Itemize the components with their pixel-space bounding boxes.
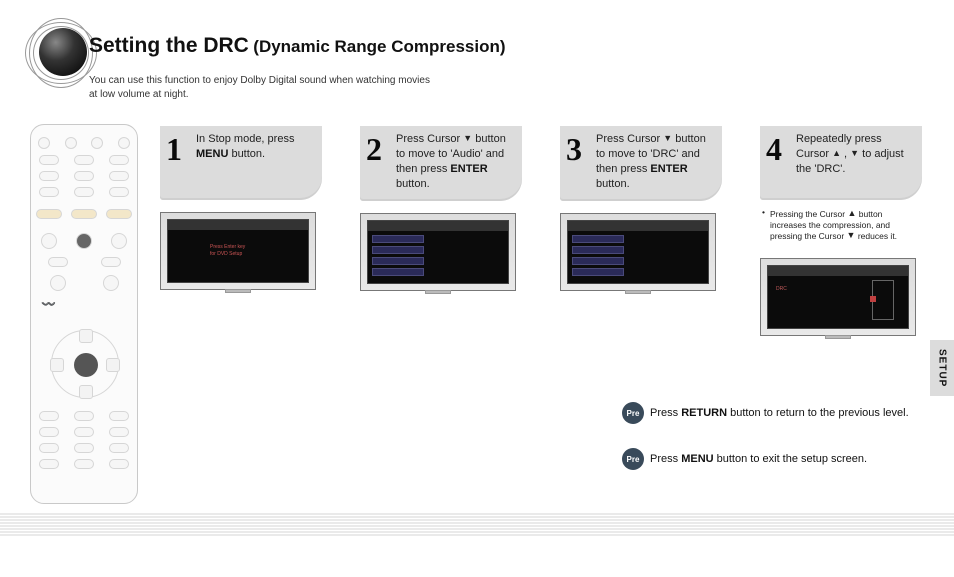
- step-2: 2 Press Cursor ▼ button to move to 'Audi…: [360, 126, 522, 336]
- step-number: 1: [166, 128, 182, 171]
- tv4-gauge: [872, 280, 894, 320]
- step-3-tv: [560, 213, 716, 291]
- step-2-tv: [360, 213, 516, 291]
- tv1-text: Press Enter key for DVD Setup: [210, 244, 245, 257]
- step-1-tv: Press Enter key for DVD Setup: [160, 212, 316, 290]
- step-number: 3: [566, 128, 582, 171]
- tv2-menu: [372, 235, 424, 279]
- gauge-marker: [870, 296, 876, 302]
- step-number: 4: [766, 128, 782, 171]
- header-ornament: [25, 18, 97, 90]
- note-return: Pre Press RETURN button to return to the…: [622, 402, 942, 424]
- step-1: 1 In Stop mode, press MENU button. Press…: [160, 126, 322, 336]
- footer-strip: [0, 513, 954, 537]
- step-body: Press Cursor ▼ button to move to 'DRC' a…: [596, 132, 714, 191]
- step-4-tv: DRC: [760, 258, 916, 336]
- note-menu-text: Press MENU button to exit the setup scre…: [650, 453, 867, 465]
- note-menu: Pre Press MENU button to exit the setup …: [622, 448, 942, 470]
- step-body: In Stop mode, press MENU button.: [196, 132, 314, 162]
- page-title: Setting the DRC (Dynamic Range Compressi…: [89, 34, 506, 58]
- tv3-menu: [572, 235, 624, 279]
- note-dot-icon: Pre: [622, 448, 644, 470]
- page-title-sub: (Dynamic Range Compression): [253, 37, 505, 56]
- step-4: 4 Repeatedly press Cursor ▲ , ▼ to adjus…: [760, 126, 922, 336]
- step-body: Repeatedly press Cursor ▲ , ▼ to adjust …: [796, 132, 914, 177]
- step-number: 2: [366, 128, 382, 171]
- note-return-text: Press RETURN button to return to the pre…: [650, 407, 909, 419]
- note-dot-icon: Pre: [622, 402, 644, 424]
- tv4-label: DRC: [776, 286, 787, 293]
- steps: 1 In Stop mode, press MENU button. Press…: [160, 126, 930, 336]
- step-body: Press Cursor ▼ button to move to 'Audio'…: [396, 132, 514, 191]
- intro-text: You can use this function to enjoy Dolby…: [89, 74, 439, 101]
- side-tab-setup: SETUP: [930, 340, 954, 396]
- remote-illustration: 〰️: [30, 124, 138, 504]
- step-4-note: Pressing the Cursor ▲ button increases t…: [760, 204, 922, 246]
- page-title-main: Setting the DRC: [89, 34, 249, 57]
- step-3: 3 Press Cursor ▼ button to move to 'DRC'…: [560, 126, 722, 336]
